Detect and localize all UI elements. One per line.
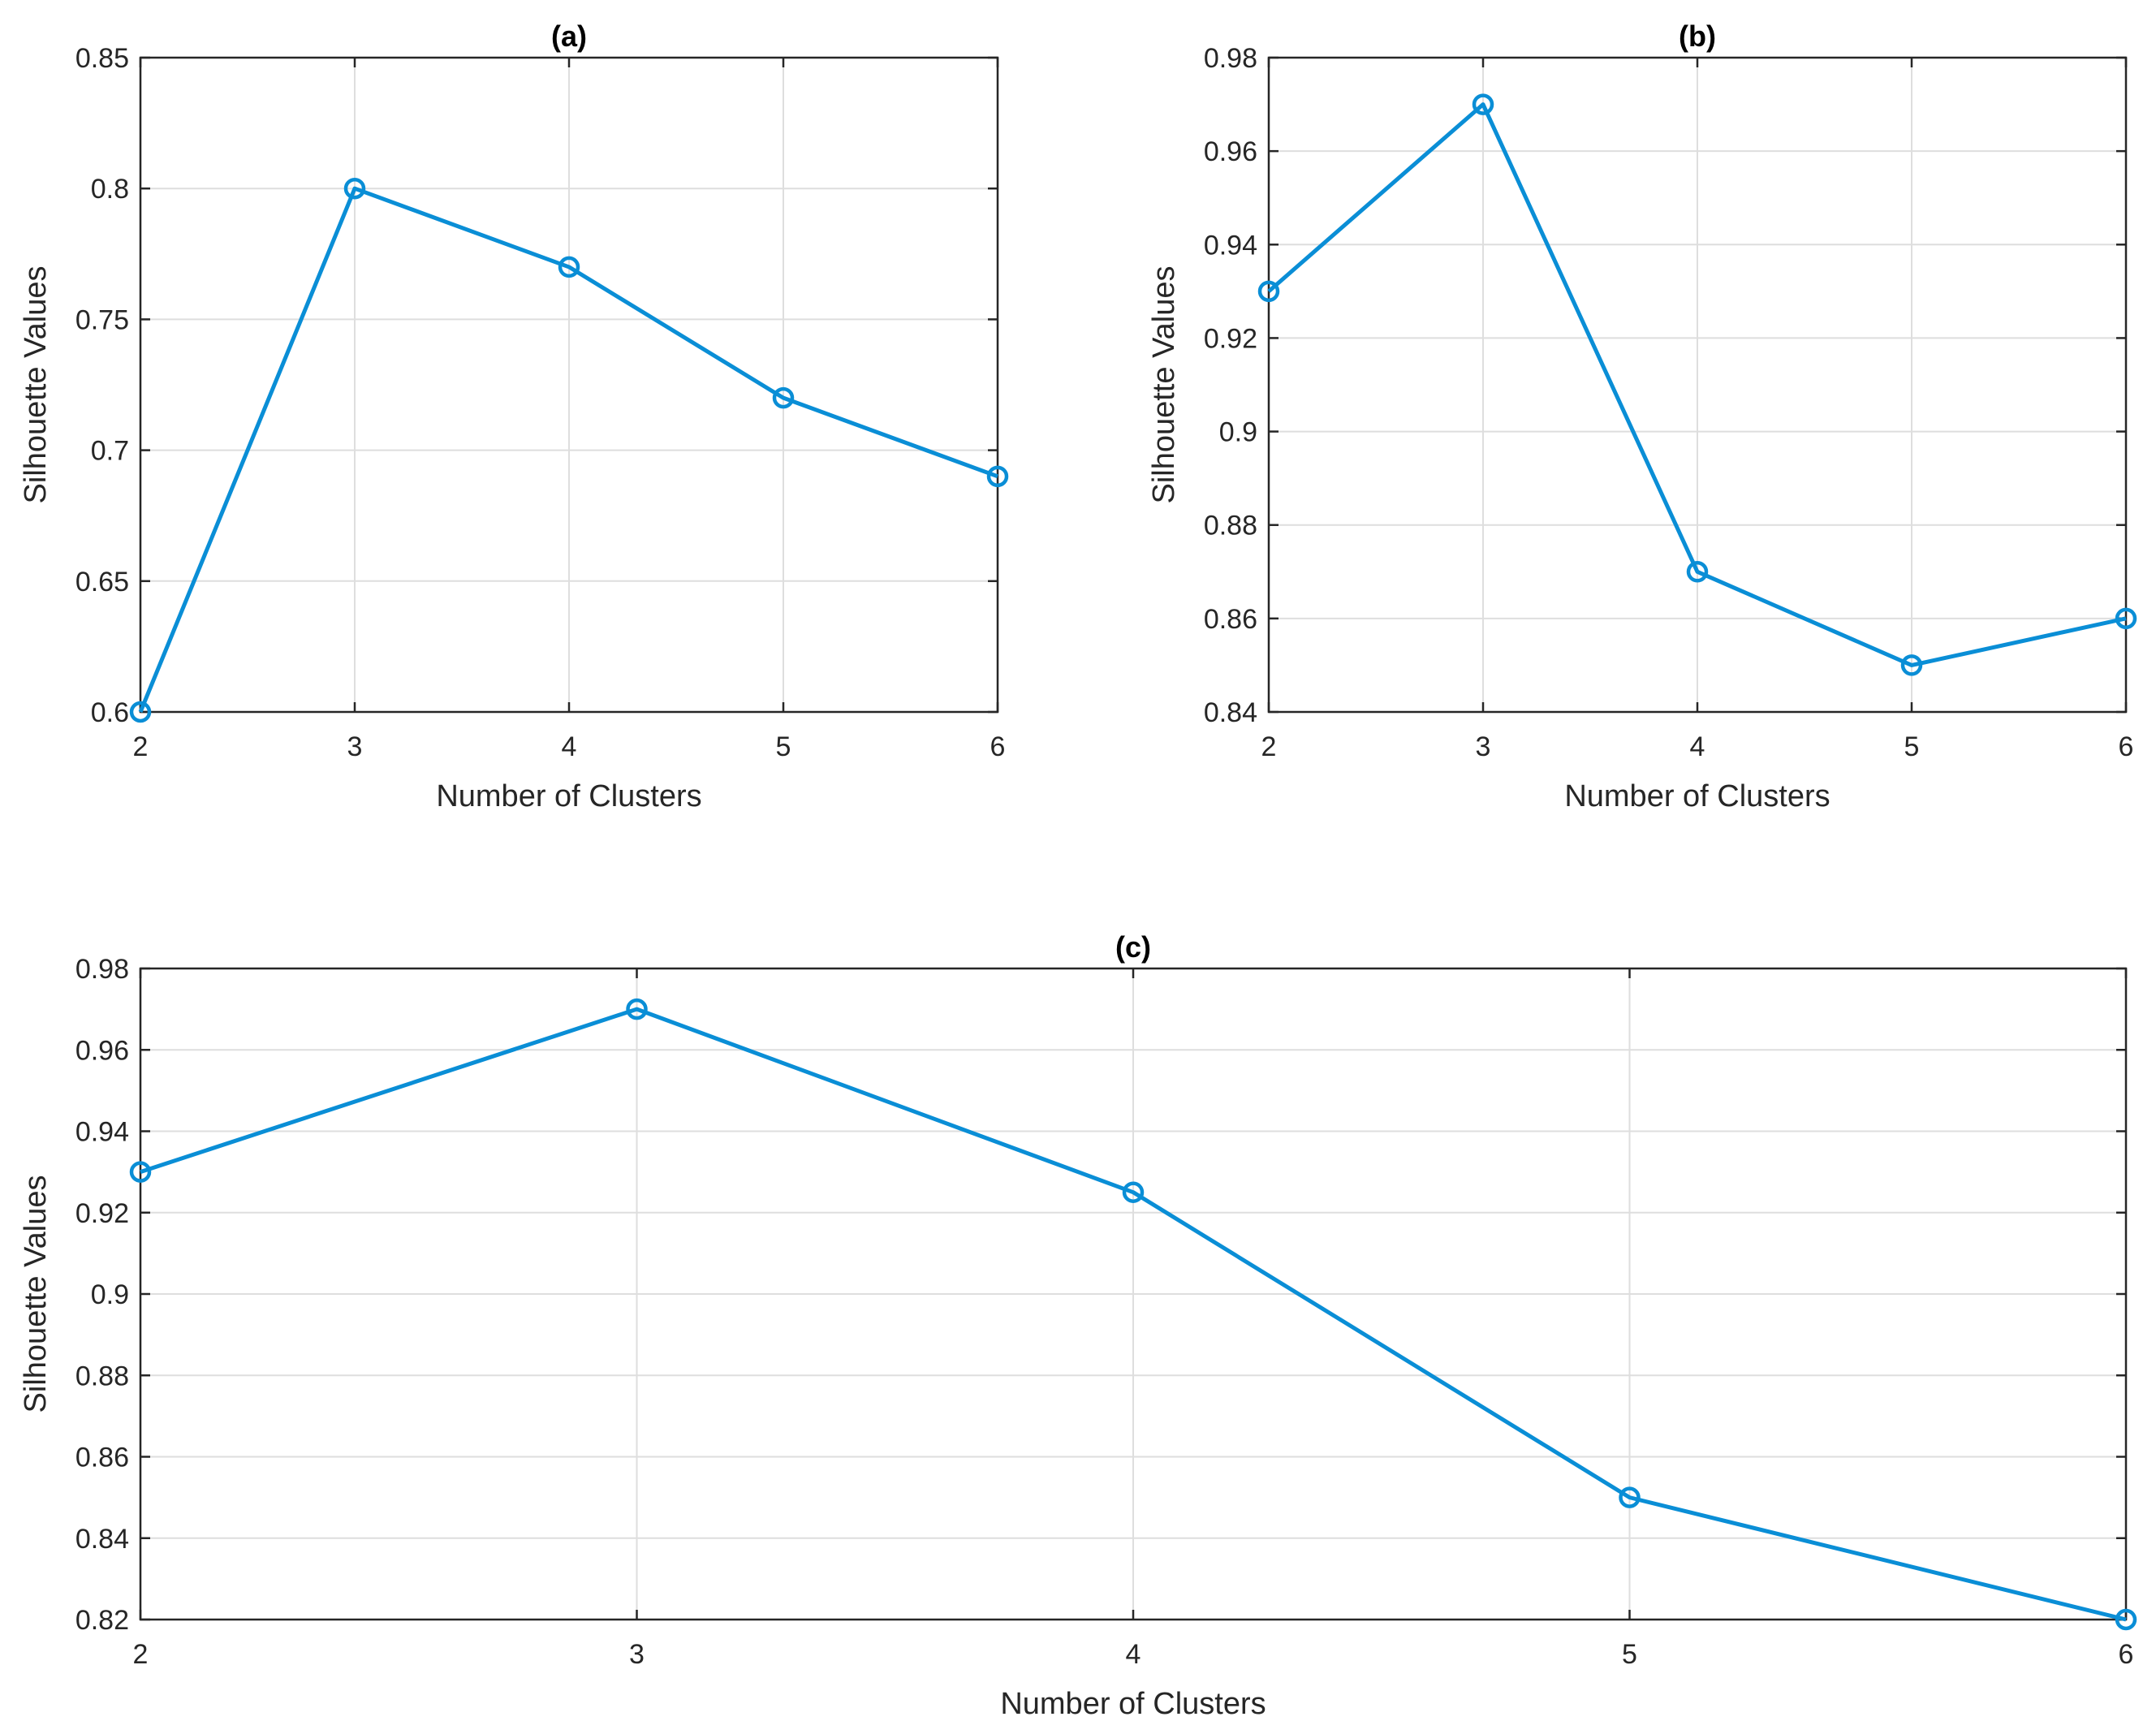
y-tick-label: 0.88 xyxy=(1204,511,1257,541)
x-tick-label: 2 xyxy=(1261,731,1277,762)
data-point-marker xyxy=(986,465,1009,488)
data-point-marker xyxy=(1619,1486,1641,1508)
x-tick-label: 3 xyxy=(629,1639,645,1670)
data-point-marker xyxy=(2115,607,2137,630)
y-tick-label: 0.92 xyxy=(75,1198,129,1229)
y-tick-label: 0.98 xyxy=(75,954,129,985)
y-tick-label: 0.92 xyxy=(1204,323,1257,354)
y-tick-label: 0.6 xyxy=(91,697,129,728)
y-axis-label: Silhouette Values xyxy=(19,266,53,504)
data-point-marker xyxy=(1122,1181,1145,1203)
x-tick-label: 4 xyxy=(1690,731,1705,762)
x-tick-label: 3 xyxy=(1476,731,1491,762)
x-tick-label: 4 xyxy=(1126,1639,1141,1670)
x-axis-label: Number of Clusters xyxy=(1564,779,1830,813)
x-axis-label: Number of Clusters xyxy=(1000,1687,1266,1721)
x-tick-label: 2 xyxy=(133,1639,149,1670)
y-axis-label: Silhouette Values xyxy=(1147,266,1181,504)
y-tick-label: 0.94 xyxy=(75,1117,129,1148)
y-tick-label: 0.84 xyxy=(75,1524,129,1555)
x-tick-label: 3 xyxy=(347,731,363,762)
series-line xyxy=(140,1007,2127,1622)
panel-a: 2 3 4 5 6 0.6 0.65 0.7 0.75 0.8 0.85 (a) Number of C… xyxy=(19,19,1009,813)
data-point-marker xyxy=(558,256,580,278)
y-tick-label: 0.86 xyxy=(1204,604,1257,635)
panel-c: 2 3 4 5 6 0.82 0.84 0.86 0.88 0.9 0.92 0.94 0.96 0.98… xyxy=(19,930,2137,1721)
panel-b: 2 3 4 5 6 0.84 0.86 0.88 0.9 0.92 0.94 0.96 0.98 (b) N… xyxy=(1147,19,2137,813)
y-tick-label: 0.94 xyxy=(1204,230,1257,261)
y-tick-label: 0.7 xyxy=(91,436,129,467)
y-tick-label: 0.8 xyxy=(91,174,129,205)
y-tick-label: 0.96 xyxy=(75,1035,129,1066)
data-point-marker xyxy=(129,1161,152,1183)
y-tick-label: 0.9 xyxy=(1219,417,1257,448)
y-tick-label: 0.84 xyxy=(1204,697,1257,728)
panel-title: (c) xyxy=(1115,930,1151,964)
y-tick-label: 0.88 xyxy=(75,1361,129,1391)
data-point-marker xyxy=(1900,654,1923,676)
series-line xyxy=(1267,102,2127,667)
data-point-marker xyxy=(1686,561,1709,583)
x-tick-label: 6 xyxy=(2119,1639,2134,1670)
data-point-marker xyxy=(626,998,648,1020)
x-tick-label: 4 xyxy=(562,731,577,762)
panel-title: (a) xyxy=(551,19,587,53)
x-tick-label: 5 xyxy=(1622,1639,1637,1670)
y-axis-label: Silhouette Values xyxy=(19,1175,53,1413)
data-point-marker xyxy=(1257,280,1280,303)
y-tick-label: 0.65 xyxy=(75,567,129,597)
y-tick-label: 0.85 xyxy=(75,43,129,74)
y-tick-label: 0.9 xyxy=(91,1279,129,1310)
y-tick-label: 0.86 xyxy=(75,1443,129,1473)
data-point-marker xyxy=(772,386,795,409)
data-point-marker xyxy=(2115,1608,2137,1631)
y-tick-label: 0.82 xyxy=(75,1605,129,1636)
x-tick-label: 6 xyxy=(990,731,1006,762)
data-point-marker xyxy=(1472,93,1494,115)
panel-title: (b) xyxy=(1679,19,1716,53)
data-point-marker xyxy=(129,701,152,723)
x-tick-label: 2 xyxy=(133,731,149,762)
x-axis-label: Number of Clusters xyxy=(436,779,701,813)
y-tick-label: 0.96 xyxy=(1204,136,1257,167)
y-tick-label: 0.75 xyxy=(75,304,129,335)
y-tick-label: 0.98 xyxy=(1204,43,1257,74)
series-line xyxy=(138,186,998,713)
x-tick-label: 5 xyxy=(1904,731,1920,762)
data-point-marker xyxy=(343,177,366,200)
x-tick-label: 6 xyxy=(2119,731,2134,762)
x-tick-label: 5 xyxy=(776,731,791,762)
